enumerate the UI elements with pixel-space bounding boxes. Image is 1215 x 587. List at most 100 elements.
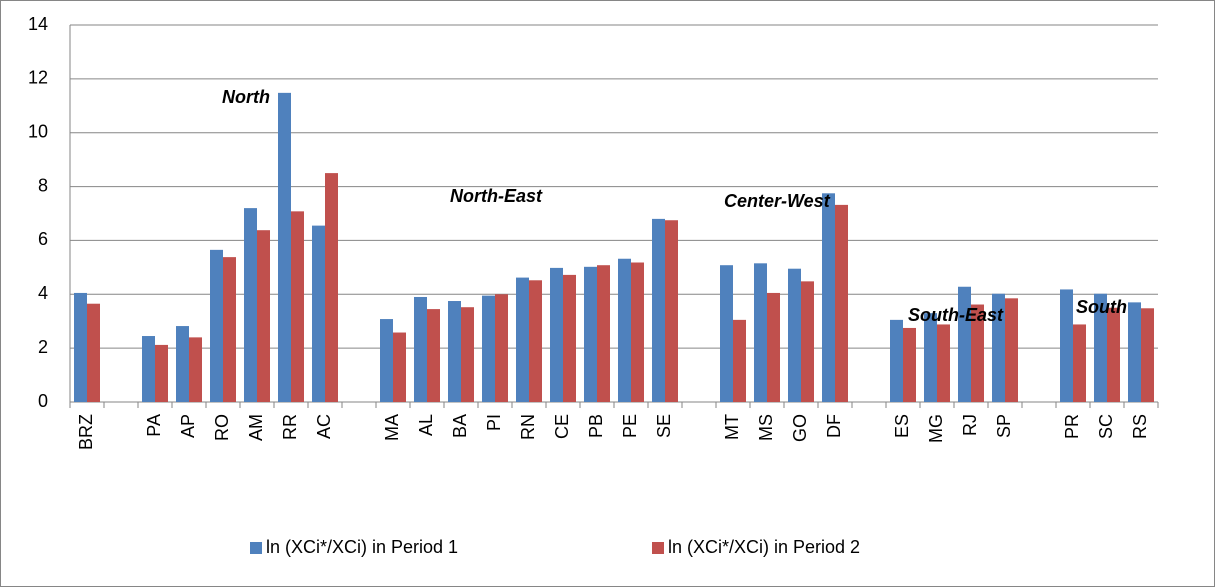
bar [631,262,644,402]
x-tick-label: SP [994,414,1014,438]
x-tick-label: BA [450,414,470,438]
bar [1060,289,1073,402]
bar [427,309,440,402]
bar [1128,302,1141,402]
x-tick-label: CE [552,414,572,439]
bar [244,208,257,402]
bar [210,249,223,402]
x-tick-label: RO [212,414,232,441]
y-tick-label: 10 [28,121,48,141]
bar [1094,293,1107,402]
bar [142,336,155,402]
x-tick-label: PA [144,414,164,437]
legend-swatch [652,542,664,554]
x-tick-label: RN [518,414,538,440]
bar [278,92,291,403]
y-tick-label: 2 [38,337,48,357]
bar [257,230,270,402]
bar [291,211,304,402]
bar [87,303,100,402]
legend-swatch [250,542,262,554]
y-tick-label: 12 [28,68,48,88]
bar [584,266,597,402]
x-tick-label: PR [1062,414,1082,439]
bar [495,294,508,402]
x-tick-label: SE [654,414,674,438]
bar [223,257,236,402]
bar [563,274,576,402]
bar [1107,307,1120,402]
x-tick-label: GO [790,414,810,442]
bar [754,263,767,402]
y-tick-label: 6 [38,229,48,249]
annotation: Center-West [724,191,831,211]
bar [788,268,801,402]
bar [618,258,631,402]
x-tick-label: MG [926,414,946,443]
bar [652,218,665,402]
annotation: North-East [450,186,543,206]
bar [992,293,1005,402]
y-tick-label: 14 [28,14,48,34]
bar [325,173,338,402]
bar [958,286,971,402]
bar [176,326,189,402]
bar [380,319,393,402]
bar [733,319,746,402]
bar [767,292,780,402]
x-tick-label: BRZ [76,414,96,450]
bar [393,332,406,402]
bar [189,337,202,402]
x-tick-label: AC [314,414,334,439]
y-tick-label: 4 [38,283,48,303]
x-tick-label: RJ [960,414,980,436]
bar [529,280,542,402]
x-tick-label: MA [382,414,402,441]
bar [720,265,733,402]
x-tick-label: PB [586,414,606,438]
legend-label: ln (XCi*/XCi) in Period 2 [668,537,860,557]
x-tick-label: ES [892,414,912,438]
annotation: North [222,87,270,107]
x-tick-label: RR [280,414,300,440]
x-tick-label: SC [1096,414,1116,439]
x-tick-label: DF [824,414,844,438]
bar [461,307,474,402]
legend-label: ln (XCi*/XCi) in Period 1 [266,537,458,557]
bar [1005,298,1018,402]
bar [903,327,916,402]
bar [1141,308,1154,402]
bar [74,292,87,402]
bar [448,301,461,402]
bar [414,296,427,402]
annotation: South [1076,297,1127,317]
bar [971,304,984,402]
bar [482,295,495,402]
bar [801,281,814,402]
x-tick-label: PE [620,414,640,438]
bar [1073,324,1086,402]
x-tick-label: AM [246,414,266,441]
annotation: South-East [908,305,1004,325]
bar [155,344,168,402]
bar [516,277,529,402]
bar [822,193,835,402]
bar [890,319,903,402]
y-tick-label: 0 [38,391,48,411]
bar [312,225,325,402]
x-tick-label: MT [722,414,742,440]
bar [597,265,610,402]
x-tick-label: PI [484,414,504,431]
x-tick-label: RS [1130,414,1150,439]
bar [937,324,950,402]
x-tick-label: AP [178,414,198,438]
x-tick-label: AL [416,414,436,436]
bar [550,267,563,402]
bar [924,313,937,402]
bar [835,204,848,402]
bar [665,220,678,402]
x-tick-label: MS [756,414,776,441]
y-tick-label: 8 [38,175,48,195]
